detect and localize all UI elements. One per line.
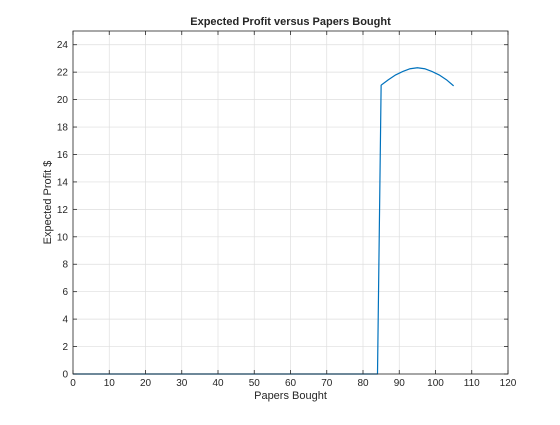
y-axis-label: Expected Profit $ [42, 161, 54, 245]
x-tick-label: 20 [140, 378, 152, 389]
y-tick-label: 16 [57, 150, 69, 161]
y-tick-label: 0 [62, 370, 68, 381]
x-tick-label: 30 [176, 378, 188, 389]
y-tick-label: 10 [57, 232, 69, 243]
x-axis-label: Papers Bought [254, 390, 327, 402]
chart-title: Expected Profit versus Papers Bought [190, 16, 391, 28]
x-tick-label: 70 [321, 378, 333, 389]
y-tick-label: 24 [57, 40, 69, 51]
y-tick-label: 6 [62, 287, 68, 298]
y-tick-label: 4 [62, 315, 68, 326]
y-tick-label: 22 [57, 68, 69, 79]
x-tick-label: 90 [394, 378, 406, 389]
y-tick-label: 2 [62, 342, 68, 353]
x-tick-label: 50 [249, 378, 261, 389]
y-tick-label: 8 [62, 260, 68, 271]
y-tick-label: 14 [57, 177, 69, 188]
y-tick-label: 12 [57, 205, 69, 216]
x-tick-label: 10 [104, 378, 116, 389]
x-tick-label: 40 [212, 378, 224, 389]
x-tick-label: 110 [464, 378, 480, 389]
x-tick-label: 100 [427, 378, 444, 389]
x-tick-label: 0 [70, 378, 76, 389]
y-tick-label: 20 [57, 95, 69, 106]
x-tick-label: 60 [285, 378, 297, 389]
x-tick-label: 120 [500, 378, 517, 389]
y-tick-label: 18 [57, 123, 69, 134]
x-tick-label: 80 [357, 378, 369, 389]
